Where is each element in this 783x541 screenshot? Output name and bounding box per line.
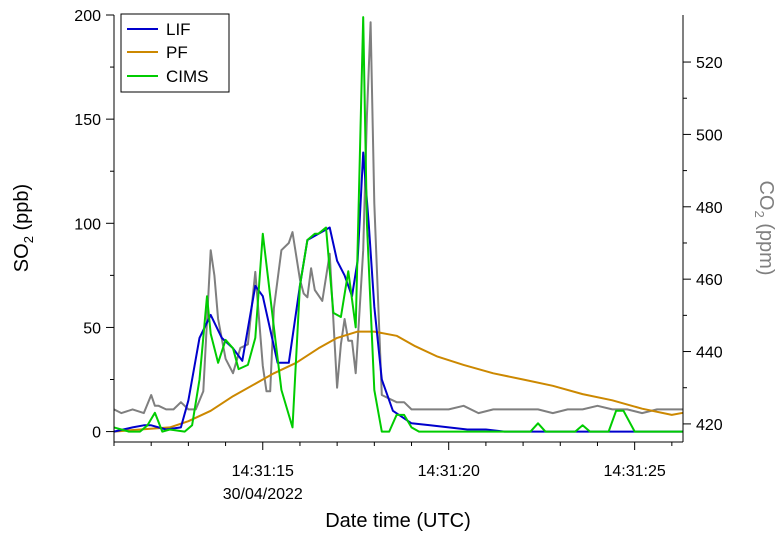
ticks-layer: 0 50 100 150 200 420 440 460 480 500 520 14:31:15 30… bbox=[74, 8, 723, 503]
y-left-axis-label: SO2 (ppb) bbox=[11, 184, 36, 272]
y-left-tick-label: 150 bbox=[74, 112, 101, 129]
y-right-tick-label: 440 bbox=[696, 345, 723, 362]
series-line-pf bbox=[113, 330, 684, 433]
y-left-axis-label-unit: (ppb) bbox=[11, 184, 33, 236]
legend-label-lif: LIF bbox=[166, 20, 191, 39]
legend: LIF PF CIMS bbox=[120, 13, 230, 93]
y-left-tick-label: 200 bbox=[74, 8, 101, 25]
y-left-tick-label: 100 bbox=[74, 216, 101, 233]
x-axis-label: Date time (UTC) bbox=[325, 510, 471, 532]
y-right-axis-label: CO2 (ppm) bbox=[752, 180, 777, 275]
axes-layer bbox=[113, 15, 684, 443]
legend-label-cims: CIMS bbox=[166, 67, 209, 86]
y-right-tick-label: 520 bbox=[696, 55, 723, 72]
x-tick-label: 14:31:20 bbox=[418, 463, 480, 480]
y-left-axis-label-sub: 2 bbox=[21, 236, 36, 243]
x-tick-label: 14:31:25 bbox=[604, 463, 666, 480]
x-tick-label: 14:31:15 bbox=[232, 463, 294, 480]
y-right-axis-label-unit: (ppm) bbox=[755, 218, 777, 276]
legend-label-pf: PF bbox=[166, 43, 188, 62]
y-left-tick-label: 50 bbox=[83, 320, 101, 337]
series-layer bbox=[113, 16, 684, 433]
series-line-co2 bbox=[113, 21, 683, 415]
series-line-cims bbox=[113, 16, 683, 433]
y-right-tick-label: 480 bbox=[696, 200, 723, 217]
x-tick-sublabel: 30/04/2022 bbox=[223, 486, 303, 503]
y-left-tick-label: 0 bbox=[92, 425, 101, 442]
y-right-tick-label: 500 bbox=[696, 127, 723, 144]
y-right-tick-label: 420 bbox=[696, 417, 723, 434]
series-line-lif bbox=[113, 151, 683, 433]
y-right-tick-label: 460 bbox=[696, 272, 723, 289]
y-right-axis-label-sub: 2 bbox=[752, 210, 767, 217]
